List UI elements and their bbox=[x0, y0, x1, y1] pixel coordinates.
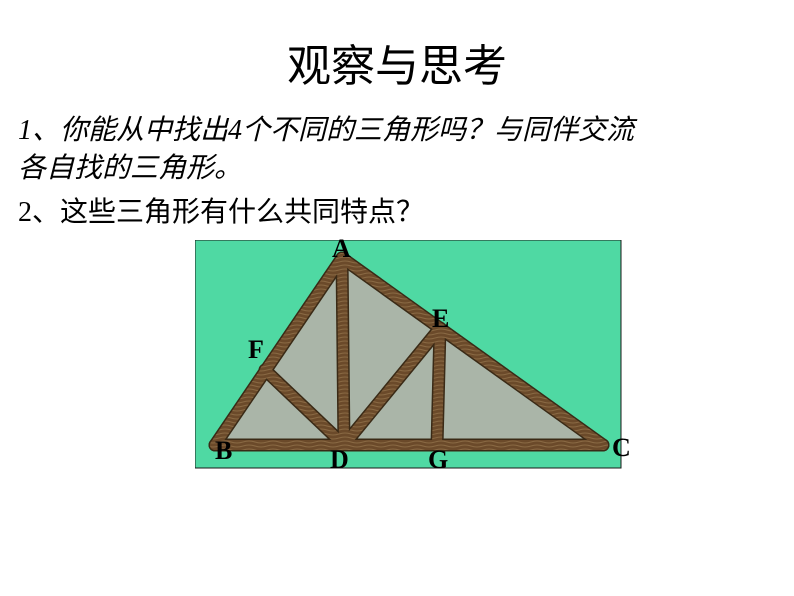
q1-line2: 各自找的三角形。 bbox=[18, 153, 242, 184]
label-g: G bbox=[428, 445, 448, 475]
q1-line1: 1、你能从中找出4个不同的三角形吗？与同伴交流 bbox=[18, 115, 634, 146]
label-f: F bbox=[248, 335, 264, 365]
question-1: 1、你能从中找出4个不同的三角形吗？与同伴交流 各自找的三角形。 bbox=[0, 94, 794, 188]
question-2: 2、这些三角形有什么共同特点？ bbox=[0, 188, 794, 230]
label-b: B bbox=[215, 436, 232, 466]
label-c: C bbox=[612, 433, 631, 463]
label-d: D bbox=[330, 445, 349, 475]
page-title: 观察与思考 bbox=[0, 0, 794, 94]
label-e: E bbox=[432, 304, 449, 334]
label-a: A bbox=[332, 234, 351, 264]
